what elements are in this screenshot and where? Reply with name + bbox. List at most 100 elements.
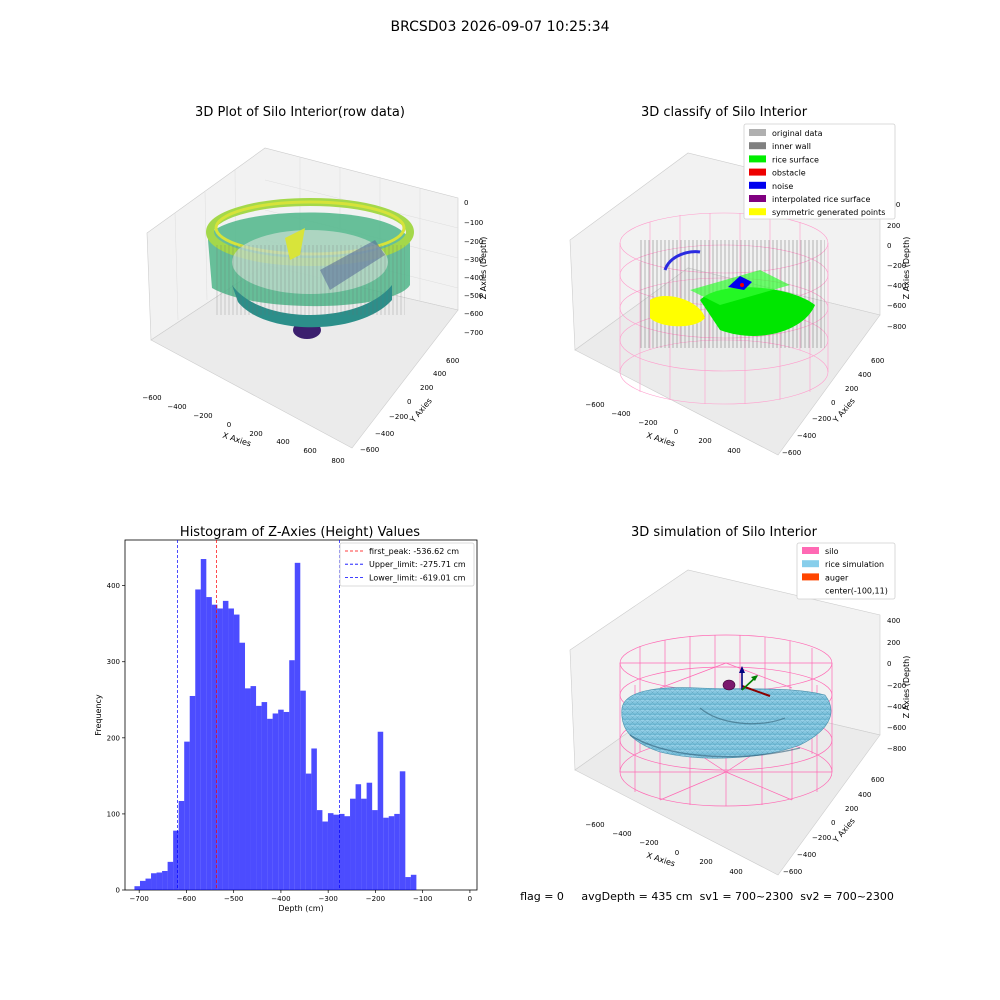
legend-label: first_peak: -536.62 cm xyxy=(369,547,459,556)
raw-surface-highlight xyxy=(285,228,305,260)
classify-z-tick: 200 xyxy=(887,222,900,230)
raw-surface-slope xyxy=(320,240,385,290)
histogram-legend: first_peak: -536.62 cm Upper_limit: -275.… xyxy=(339,542,475,587)
classify-x-tick: 400 xyxy=(727,447,740,455)
legend-swatch xyxy=(749,181,766,189)
classify-legend-item: rice surface xyxy=(749,155,819,164)
classify-x-tick: −600 xyxy=(585,401,604,409)
legend-swatch xyxy=(749,168,766,176)
histogram-bar xyxy=(405,877,411,890)
classify-y-tick: −400 xyxy=(797,432,816,440)
histogram-legend-item: first_peak: -536.62 cm xyxy=(345,547,459,556)
raw-y-tick: 0 xyxy=(407,398,411,406)
legend-swatch xyxy=(802,560,819,568)
sim-rice-trough xyxy=(699,707,786,725)
histogram-bar xyxy=(211,604,218,890)
histogram-bar xyxy=(372,810,378,890)
classify-y-tick: 400 xyxy=(858,371,871,379)
raw-z-tick: −700 xyxy=(464,329,483,337)
classify-x-tick: −200 xyxy=(638,419,657,427)
raw-z-tick: 0 xyxy=(464,199,468,207)
sim-y-tick: 200 xyxy=(845,805,858,813)
histogram-bar xyxy=(239,642,246,890)
raw-y-tick: 400 xyxy=(433,370,446,378)
legend-label: Lower_limit: -619.01 cm xyxy=(369,573,466,582)
classify-y-tick: 0 xyxy=(831,399,835,407)
histogram-bar xyxy=(377,731,384,890)
histogram-bar xyxy=(333,814,339,890)
classify-x-label: X Axies xyxy=(645,431,676,449)
histogram-x-tick-label: −200 xyxy=(366,895,385,903)
sim-z-tick: 400 xyxy=(887,617,900,625)
histogram-bar xyxy=(256,705,262,890)
sim-legend-item: center(-100,11) xyxy=(825,587,888,596)
histogram-bar xyxy=(311,748,317,890)
sim-x-tick: −200 xyxy=(639,839,658,847)
raw-point-cloud xyxy=(206,198,414,339)
histogram-bar xyxy=(305,773,312,890)
histogram-y-label: Frequency xyxy=(94,694,103,736)
histogram-y-tick-label: 400 xyxy=(107,582,120,590)
legend-label: silo xyxy=(825,547,839,556)
histogram-x-tick-label: −500 xyxy=(224,895,243,903)
sim-z-tick: −200 xyxy=(887,682,906,690)
sim-legend-item: auger xyxy=(802,573,849,582)
histogram-bar xyxy=(388,816,395,890)
status-line: flag = 0 avgDepth = 435 cm sv1 = 700~230… xyxy=(520,890,894,903)
classify-obstacle xyxy=(740,283,744,287)
classify-y-tick: −600 xyxy=(782,449,801,457)
legend-label: original data xyxy=(772,129,823,138)
histogram-x-label: Depth (cm) xyxy=(278,904,323,913)
sim-x-label: X Axies xyxy=(645,851,676,869)
legend-swatch xyxy=(749,208,766,216)
raw-x-tick: 0 xyxy=(227,421,231,429)
histogram-bar xyxy=(178,800,185,890)
raw-y-tick: 600 xyxy=(446,357,459,365)
classify-legend-item: obstacle xyxy=(749,168,806,178)
histogram-bar xyxy=(399,771,406,890)
raw-x-tick: 400 xyxy=(276,438,289,446)
histogram-bar xyxy=(261,702,268,890)
histogram-legend-item: Lower_limit: -619.01 cm xyxy=(345,573,466,582)
classify-y-ticks: −600 −400 −200 0 200 400 600 xyxy=(782,357,884,457)
histogram-bar xyxy=(200,559,207,890)
classify-noise xyxy=(728,276,752,290)
sim-z-tick: 200 xyxy=(887,639,900,647)
sim-rice-front xyxy=(629,734,801,758)
raw-y-label: Y Axies xyxy=(408,396,434,425)
sim-z-label: Z Axies (Depth) xyxy=(902,656,911,719)
histogram-bar xyxy=(361,798,367,890)
panel-raw-data: 3D Plot of Silo Interior(row data) 0 xyxy=(142,105,488,465)
panel-histogram: Histogram of Z-Axies (Height) Values −70… xyxy=(94,525,478,913)
histogram-bar xyxy=(206,597,212,890)
histogram-bar xyxy=(134,886,140,890)
raw-z-tick: −100 xyxy=(464,219,483,227)
histogram-threshold-lines xyxy=(177,540,340,890)
sim-y-tick: 400 xyxy=(858,791,871,799)
sim-y-tick: −400 xyxy=(797,851,816,859)
classify-z-tick: 0 xyxy=(887,242,891,250)
sim-z-ticks: 400 200 0 −200 −400 −600 −800 xyxy=(887,617,906,753)
histogram-y-tick-label: 100 xyxy=(107,810,120,818)
histogram-bar xyxy=(272,713,279,890)
histogram-x-tick-label: −400 xyxy=(271,895,290,903)
legend-swatch xyxy=(749,195,766,202)
histogram-bar xyxy=(283,711,290,890)
sim-y-ticks: −600 −400 −200 0 200 400 600 xyxy=(783,776,884,876)
histogram-y-tick-label: 0 xyxy=(116,887,120,895)
classify-legend: original data inner wall rice surface obsta… xyxy=(743,123,896,220)
raw-z-tick: −300 xyxy=(464,256,483,264)
classify-x-tick: −400 xyxy=(611,410,630,418)
histogram-bar xyxy=(316,810,323,890)
legend-label: inner wall xyxy=(772,142,811,151)
classify-x-tick: 200 xyxy=(698,437,711,445)
histogram-bar xyxy=(184,741,190,890)
legend-label: rice simulation xyxy=(825,560,884,569)
legend-swatch xyxy=(802,573,819,581)
sim-x-tick: −400 xyxy=(612,830,631,838)
raw-x-tick: −200 xyxy=(193,412,212,420)
raw-y-ticks: −600 −400 −200 0 200 400 600 xyxy=(360,357,459,454)
histogram-bar xyxy=(355,784,362,890)
legend-label: rice surface xyxy=(772,155,819,164)
sim-obstacle-marker xyxy=(722,679,736,691)
